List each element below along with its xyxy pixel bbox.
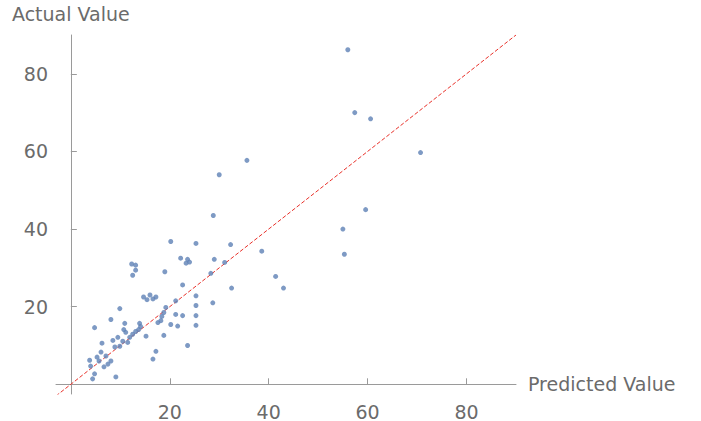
svg-text:Actual Value: Actual Value xyxy=(12,3,130,25)
svg-text:40: 40 xyxy=(257,401,281,421)
svg-text:40: 40 xyxy=(24,218,48,240)
svg-text:60: 60 xyxy=(24,140,48,162)
svg-text:20: 20 xyxy=(24,296,48,318)
svg-text:80: 80 xyxy=(454,401,478,421)
svg-text:Predicted Value: Predicted Value xyxy=(528,373,675,395)
svg-text:60: 60 xyxy=(356,401,380,421)
svg-text:20: 20 xyxy=(158,401,182,421)
svg-text:80: 80 xyxy=(24,63,48,85)
